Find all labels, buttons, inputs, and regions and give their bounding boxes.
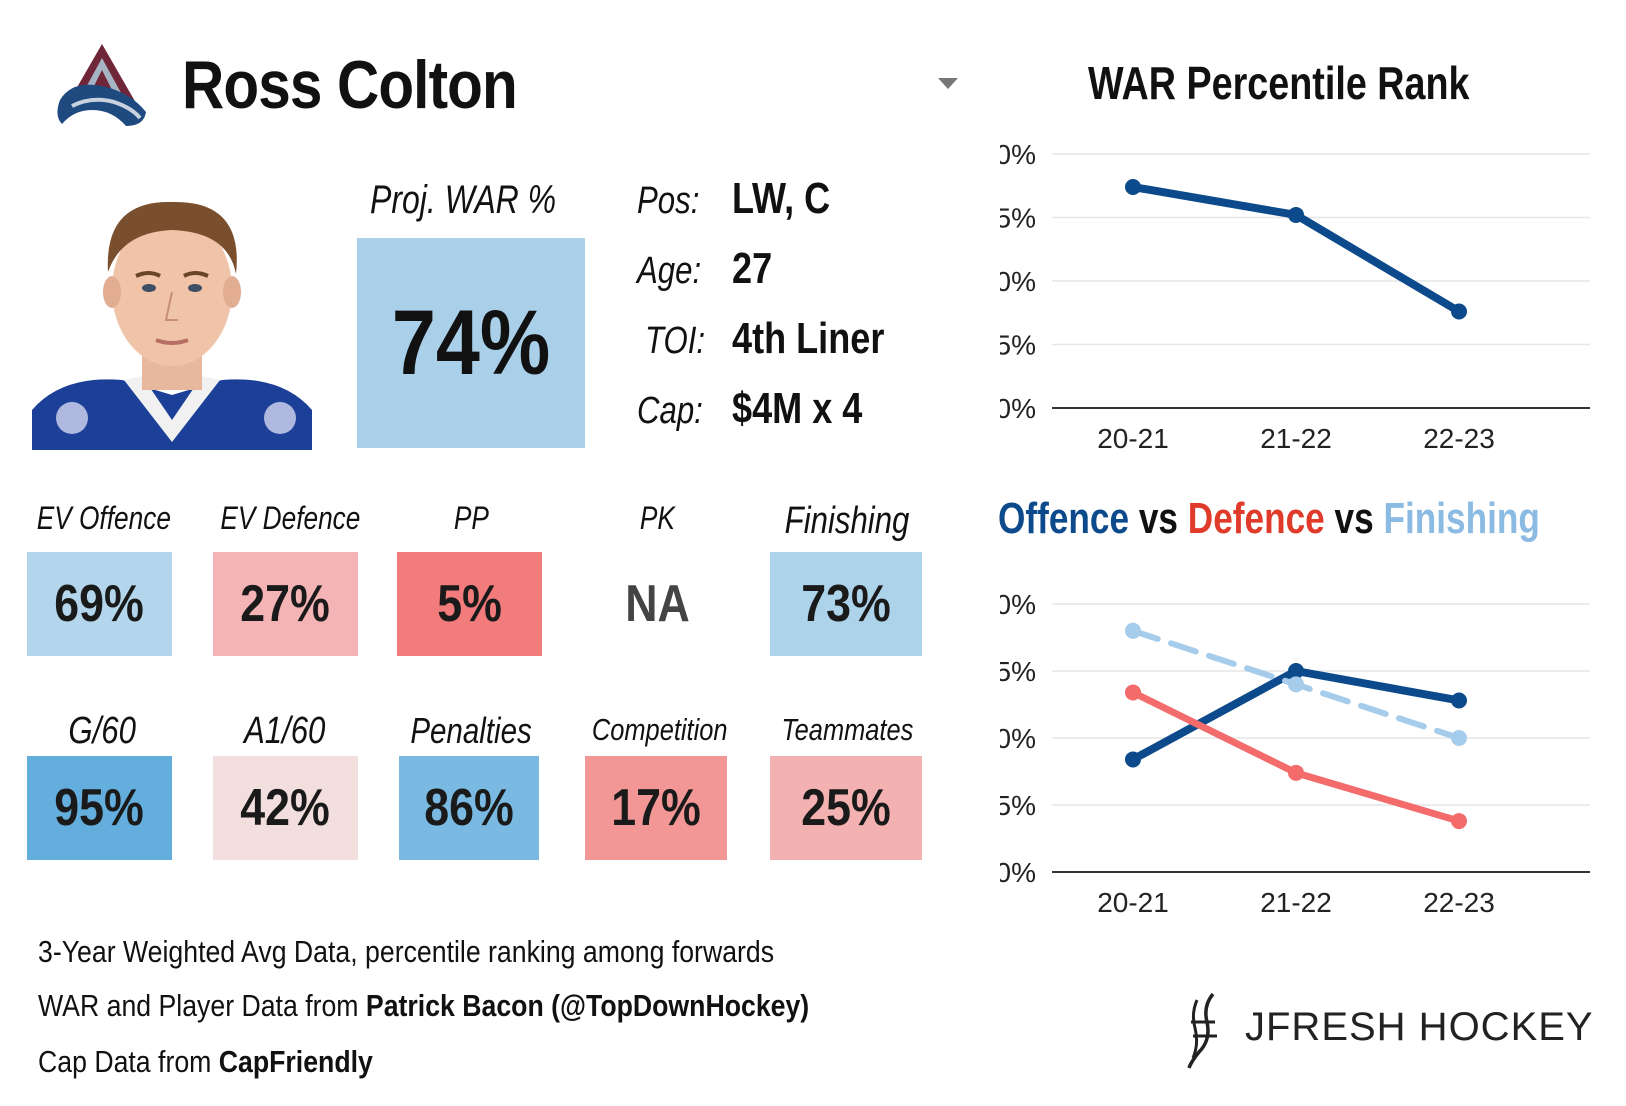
stat-label: G/60 [68, 710, 136, 752]
age-label: Age: [637, 250, 702, 292]
y-tick-label: 25% [1000, 330, 1036, 361]
footer-line-2: WAR and Player Data from Patrick Bacon (… [38, 988, 810, 1023]
y-tick-label: 25% [1000, 790, 1036, 821]
brand-name: JFRESH HOCKEY [1245, 1005, 1594, 1049]
proj-war-label: Proj. WAR % [370, 178, 557, 222]
data-point-war [1288, 206, 1304, 223]
y-tick-label: 75% [1000, 656, 1036, 687]
data-point-offence [1125, 751, 1141, 768]
data-point-offence [1451, 692, 1467, 709]
stat-label: EV Offence [36, 500, 171, 536]
y-tick-label: 0% [1000, 393, 1036, 424]
war-percentile-chart: 0% 25% 50% 75% 100% 20-21 21-22 22-23 [1000, 140, 1590, 454]
stat-label: Teammates [781, 712, 914, 747]
y-tick-label: 50% [1000, 723, 1036, 754]
stat-tile-ev-offence: 69% [27, 552, 172, 656]
stat-label: Competition [591, 712, 728, 747]
title-offence: Offence [998, 494, 1130, 543]
x-tick-label: 22-23 [1423, 887, 1495, 918]
stat-tile-a160: 42% [213, 756, 358, 860]
stat-tile-pp: 5% [397, 552, 542, 656]
stat-label: PP [453, 500, 489, 536]
data-point-finishing [1451, 730, 1467, 746]
data-point-defence [1451, 813, 1467, 830]
x-tick-label: 21-22 [1260, 887, 1332, 918]
cap-value: $4M x 4 [732, 384, 863, 433]
war-chart-title: WAR Percentile Rank [1088, 57, 1470, 109]
x-tick-label: 21-22 [1260, 423, 1332, 454]
avalanche-logo-icon [57, 44, 146, 126]
data-point-finishing [1288, 676, 1304, 693]
player-name: Ross Colton [182, 47, 518, 123]
footer-line-3: Cap Data from CapFriendly [38, 1044, 373, 1079]
series-line-war [1129, 183, 1463, 316]
data-point-defence [1125, 684, 1141, 701]
stat-tile-penalties: 86% [399, 756, 539, 860]
source-link-capfriendly: CapFriendly [218, 1044, 373, 1079]
stat-label: A1/60 [244, 710, 326, 752]
stat-label: Finishing [784, 500, 910, 542]
data-point-defence [1288, 764, 1304, 781]
toi-value: 4th Liner [732, 314, 885, 363]
series-line-defence [1129, 688, 1463, 825]
stat-tile-finishing: 73% [770, 552, 922, 656]
ovd-chart-title: Offence vs Defence vs Finishing [998, 494, 1540, 543]
stat-label: PK [639, 500, 675, 536]
data-point-offence [1288, 663, 1304, 679]
stat-tile-competition: 17% [585, 756, 727, 860]
title-finishing: Finishing [1383, 494, 1540, 543]
jfresh-logo-icon [1187, 992, 1217, 1069]
x-tick-label: 20-21 [1097, 887, 1169, 918]
y-tick-label: 100% [1000, 140, 1036, 170]
footer-line-1: 3-Year Weighted Avg Data, percentile ran… [38, 934, 775, 969]
toi-label: TOI: [645, 320, 706, 362]
player-headshot [32, 180, 312, 450]
y-tick-label: 100% [1000, 589, 1036, 620]
offence-defence-finishing-chart: 0% 25% 50% 75% 100% 20-21 21-22 22-23 [1000, 589, 1590, 918]
cap-label: Cap: [637, 390, 703, 432]
data-point-finishing [1125, 622, 1141, 639]
data-point-war [1125, 179, 1141, 196]
y-tick-label: 50% [1000, 266, 1036, 297]
data-point-war [1451, 303, 1467, 320]
title-defence: Defence [1187, 494, 1325, 543]
stat-tile-ev-defence: 27% [213, 552, 358, 656]
proj-war-box [357, 238, 585, 448]
x-tick-label: 22-23 [1423, 423, 1495, 454]
stat-tile-g60: 95% [27, 756, 172, 860]
pos-value: LW, C [732, 174, 831, 223]
proj-war-value: 74% [391, 291, 551, 394]
source-link-topdownhockey: Patrick Bacon (@TopDownHockey) [365, 988, 810, 1023]
stat-tile-pk: NA [585, 552, 730, 656]
pos-label: Pos: [637, 180, 700, 222]
y-tick-label: 0% [1000, 857, 1036, 888]
x-tick-label: 20-21 [1097, 423, 1169, 454]
age-value: 27 [732, 244, 773, 293]
stat-label: EV Defence [220, 500, 361, 536]
stat-label: Penalties [410, 710, 532, 751]
stat-tile-teammates: 25% [770, 756, 922, 860]
y-tick-label: 75% [1000, 203, 1036, 234]
chevron-down-icon[interactable] [938, 78, 958, 89]
